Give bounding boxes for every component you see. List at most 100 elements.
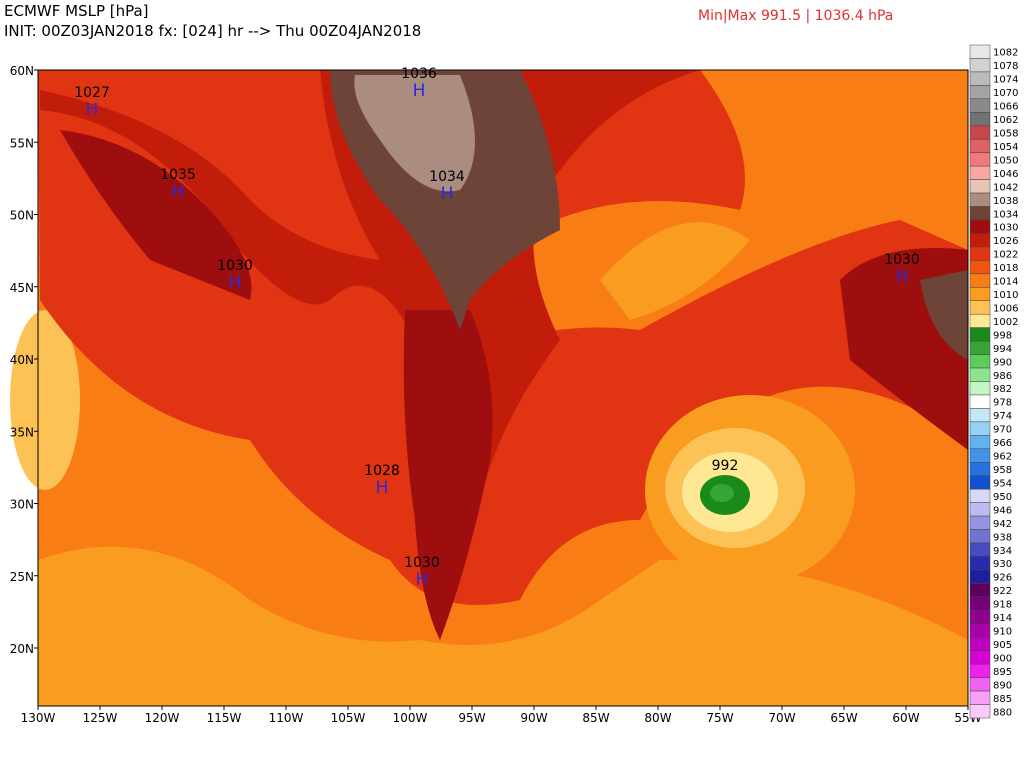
colorbar-label: 930 — [993, 559, 1012, 570]
colorbar-label: 1058 — [993, 128, 1018, 139]
colorbar-label: 1054 — [993, 142, 1018, 153]
colorbar-swatch — [969, 340, 991, 355]
lon-label: 120W — [145, 711, 180, 725]
colorbar-label: 986 — [993, 371, 1012, 382]
high-value: 1035 — [160, 167, 196, 183]
colorbar-label: 1050 — [993, 155, 1018, 166]
lat-label: 20N — [10, 642, 34, 656]
colorbar-swatch — [969, 529, 991, 544]
lon-label: 95W — [458, 711, 485, 725]
title: ECMWF MSLP [hPa] — [4, 2, 149, 20]
colorbar-swatch — [969, 152, 991, 167]
colorbar-label: 946 — [993, 505, 1012, 516]
lat-label: 45N — [10, 281, 34, 295]
low-label: 992 — [712, 458, 739, 474]
colorbar-swatch — [969, 488, 991, 503]
colorbar-swatch — [969, 690, 991, 705]
colorbar-label: 978 — [993, 398, 1012, 409]
lat-label: 50N — [10, 209, 34, 223]
high-value: 1030 — [404, 555, 440, 571]
high-symbol: H — [172, 182, 185, 202]
colorbar-swatch — [969, 71, 991, 86]
colorbar-swatch — [969, 381, 991, 396]
colorbar-swatch — [969, 596, 991, 611]
high-value: 1034 — [429, 169, 465, 185]
lon-label: 60W — [892, 711, 919, 725]
high-value: 1027 — [74, 85, 110, 101]
lon-label: 130W — [21, 711, 56, 725]
high-symbol: H — [376, 478, 389, 498]
high-symbol: H — [896, 267, 909, 287]
colorbar-label: 1010 — [993, 290, 1018, 301]
field-1030 — [60, 130, 252, 300]
colorbar-swatch — [969, 58, 991, 73]
colorbar-swatch — [969, 44, 991, 59]
lon-label: 80W — [644, 711, 671, 725]
colorbar-swatch — [969, 677, 991, 692]
colorbar-label: 942 — [993, 519, 1012, 530]
colorbar-label: 1062 — [993, 115, 1018, 126]
colorbar-label: 982 — [993, 384, 1012, 395]
lon-label: 110W — [269, 711, 304, 725]
lat-label: 35N — [10, 425, 34, 439]
lat-label: 55N — [10, 136, 34, 150]
field-1038 — [354, 75, 475, 192]
colorbar-label: 962 — [993, 452, 1012, 463]
colorbar-label: 934 — [993, 546, 1012, 557]
colorbar-label: 1018 — [993, 263, 1018, 274]
lon-label: 75W — [706, 711, 733, 725]
lon-label: 90W — [520, 711, 547, 725]
colorbar-label: 994 — [993, 344, 1012, 355]
field-1018 — [38, 70, 968, 605]
colorbar-label: 1070 — [993, 88, 1018, 99]
colorbar-swatch — [969, 542, 991, 557]
colorbar-swatch — [969, 85, 991, 100]
min-max: Min|Max 991.5 | 1036.4 hPa — [698, 8, 893, 24]
high-symbol: H — [441, 184, 454, 204]
colorbar-label: 918 — [993, 600, 1012, 611]
colorbar-swatch — [969, 569, 991, 584]
colorbar-label: 1030 — [993, 223, 1018, 234]
colorbar-swatch — [969, 260, 991, 275]
colorbar-label: 1014 — [993, 277, 1018, 288]
colorbar-swatch — [969, 408, 991, 423]
colorbar-label: 950 — [993, 492, 1012, 503]
colorbar-label: 1078 — [993, 61, 1018, 72]
colorbar-swatch — [969, 273, 991, 288]
colorbar-label: 905 — [993, 640, 1012, 651]
high-symbol: H — [229, 273, 242, 293]
colorbar-swatch — [969, 138, 991, 153]
colorbar-swatch — [969, 556, 991, 571]
colorbar-label: 998 — [993, 330, 1012, 341]
colorbar-label: 1006 — [993, 303, 1018, 314]
field-994 — [710, 484, 734, 502]
colorbar-swatch — [969, 394, 991, 409]
lon-label: 125W — [83, 711, 118, 725]
colorbar-label: 885 — [993, 694, 1012, 705]
high-symbol: H — [86, 100, 99, 120]
lon-label: 115W — [207, 711, 242, 725]
colorbar-label: 1046 — [993, 169, 1018, 180]
high-value: 1030 — [884, 252, 920, 268]
colorbar-swatch — [969, 502, 991, 517]
lat-label: 25N — [10, 570, 34, 584]
colorbar-swatch — [969, 636, 991, 651]
colorbar-label: 974 — [993, 411, 1012, 422]
colorbar-swatch — [969, 300, 991, 315]
colorbar-label: 1074 — [993, 75, 1018, 86]
colorbar-label: 938 — [993, 532, 1012, 543]
colorbar-label: 1022 — [993, 250, 1018, 261]
field-1006 — [10, 310, 80, 490]
colorbar-swatch — [969, 112, 991, 127]
init-time: INIT: 00Z03JAN2018 fx: [024] hr --> Thu … — [4, 22, 421, 40]
colorbar-swatch — [969, 327, 991, 342]
colorbar-swatch — [969, 287, 991, 301]
field-1034 — [920, 270, 968, 360]
colorbar-label: 926 — [993, 573, 1012, 584]
high-value: 1036 — [401, 66, 437, 82]
colorbar-label: 1066 — [993, 102, 1018, 113]
colorbar-swatch — [969, 219, 991, 234]
colorbar-swatch — [969, 367, 991, 382]
colorbar-swatch — [969, 421, 991, 436]
colorbar-swatch — [969, 515, 991, 530]
